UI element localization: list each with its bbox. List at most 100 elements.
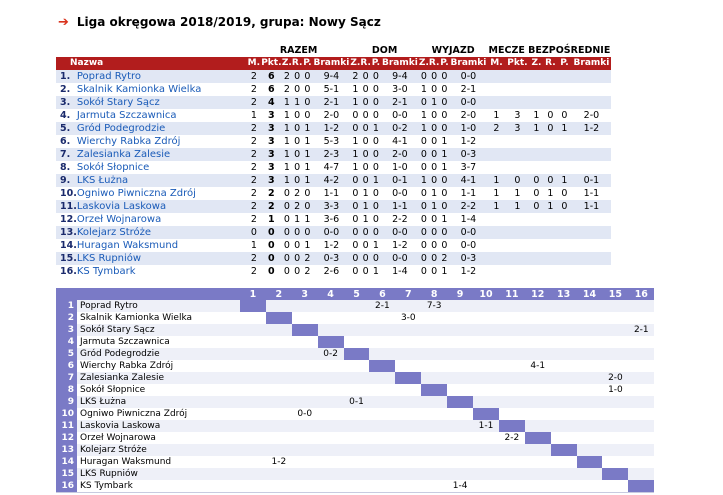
team-link[interactable]: Gród Podegrodzie	[76, 123, 166, 134]
grid-result-cell[interactable]: 1-4	[447, 480, 474, 492]
team-link[interactable]: KS Tymbark	[76, 266, 136, 277]
team-link[interactable]: Kolejarz Stróże	[76, 227, 152, 238]
grid-result-cell	[576, 384, 603, 396]
stat-r: 2	[291, 200, 303, 213]
col-wyj-bramki[interactable]: Bramki	[449, 57, 488, 70]
team-link[interactable]: Wierchy Rabka Zdrój	[76, 136, 181, 147]
grid-result-cell	[421, 408, 448, 420]
col-p[interactable]: P.	[302, 57, 313, 70]
grid-team-name: LKS Łużna	[77, 396, 240, 408]
grid-result-cell[interactable]: 1-0	[602, 384, 629, 396]
team-link[interactable]: LKS Łużna	[76, 175, 129, 186]
grid-result-cell[interactable]: 2-1	[628, 324, 655, 336]
grid-row: 6 Wierchy Rabka Zdrój 4-1	[56, 360, 655, 372]
grid-result-cell[interactable]: 0-0	[291, 408, 318, 420]
grid-row: 13 Kolejarz Stróże	[56, 444, 655, 456]
team-link[interactable]: Skalnik Kamionka Wielka	[76, 84, 202, 95]
col-wyj-r[interactable]: R.	[428, 57, 440, 70]
grid-result-cell	[628, 336, 655, 348]
grid-result-cell	[447, 348, 474, 360]
team-link[interactable]: Sokół Stary Sącz	[76, 97, 160, 108]
grid-result-cell[interactable]: 4-1	[524, 360, 551, 372]
grid-result-cell	[447, 324, 474, 336]
stat-r: 0	[291, 122, 303, 135]
grid-row: 12 Orzeł Wojnarowa 2-2	[56, 432, 655, 444]
grid-result-cell[interactable]: 1-2	[265, 456, 292, 468]
grid-result-cell	[602, 348, 629, 360]
col-b-bramki[interactable]: Bramki	[571, 57, 612, 70]
team-link[interactable]: Laskovia Laskowa	[76, 201, 167, 212]
stat-br	[543, 83, 558, 96]
grid-result-cell	[498, 396, 525, 408]
grid-team-name: Wierchy Rabka Zdrój	[77, 360, 240, 372]
col-b-p[interactable]: P.	[557, 57, 572, 70]
col-pkt[interactable]: Pkt.	[260, 57, 282, 70]
stat-bg	[571, 252, 612, 265]
team-link[interactable]: Huragan Waksmund	[76, 240, 179, 251]
stat-bg	[571, 70, 612, 83]
grid-result-cell	[317, 444, 344, 456]
grid-result-cell	[240, 384, 266, 396]
grid-result-cell	[550, 480, 577, 492]
grid-result-cell	[395, 468, 422, 480]
stat-bg: 1-2	[571, 122, 612, 135]
col-dom-z[interactable]: Z.	[350, 57, 361, 70]
stat-wr: 1	[428, 187, 440, 200]
grid-row-number: 13	[56, 444, 77, 456]
team-link[interactable]: Zalesianka Zalesie	[76, 149, 171, 160]
stat-r: 0	[291, 148, 303, 161]
team-link[interactable]: LKS Rupniów	[76, 253, 142, 264]
grid-result-cell[interactable]: 7-3	[421, 300, 448, 312]
grid-result-cell[interactable]: 2-2	[498, 432, 525, 444]
col-dom-r[interactable]: R.	[360, 57, 371, 70]
stat-br: 0	[543, 122, 558, 135]
grid-team-name: KS Tymbark	[77, 480, 240, 492]
grid-result-cell[interactable]: 0-2	[317, 348, 344, 360]
grid-result-cell[interactable]: 3-0	[395, 312, 422, 324]
team-link[interactable]: Jarmuta Szczawnica	[76, 110, 177, 121]
stat-wg: 1-4	[449, 213, 488, 226]
stat-br	[543, 265, 558, 278]
col-r[interactable]: R.	[291, 57, 303, 70]
stat-dp: 0	[370, 135, 381, 148]
team-link[interactable]: Ogniwo Piwniczna Zdrój	[76, 188, 196, 199]
col-b-z[interactable]: Z.	[529, 57, 544, 70]
col-b-pkt[interactable]: Pkt.	[505, 57, 530, 70]
grid-result-cell	[421, 456, 448, 468]
col-nazwa[interactable]: Nazwa	[56, 57, 247, 70]
col-wyj-z[interactable]: Z.	[418, 57, 429, 70]
team-link[interactable]: Sokół Słopnice	[76, 162, 150, 173]
grid-result-cell	[343, 420, 370, 432]
stat-wz: 0	[418, 226, 429, 239]
col-dom-p[interactable]: P.	[370, 57, 381, 70]
grid-result-cell	[473, 444, 499, 456]
grid-result-cell[interactable]: 2-1	[369, 300, 396, 312]
stat-dr: 0	[360, 109, 371, 122]
stat-dp: 0	[370, 161, 381, 174]
grid-result-cell[interactable]: 1-1	[473, 420, 499, 432]
grid-result-cell	[524, 348, 551, 360]
stat-wr: 1	[428, 200, 440, 213]
grid-row-number: 1	[56, 300, 77, 312]
col-z[interactable]: Z.	[281, 57, 292, 70]
team-link[interactable]: Poprad Rytro	[76, 71, 141, 82]
stat-p: 0	[302, 96, 313, 109]
col-wyj-p[interactable]: P.	[439, 57, 450, 70]
col-b-m[interactable]: M.	[487, 57, 506, 70]
stat-dr: 1	[360, 200, 371, 213]
grid-result-cell	[343, 456, 370, 468]
col-dom-bramki[interactable]: Bramki	[380, 57, 419, 70]
grid-result-cell[interactable]: 2-0	[602, 372, 629, 384]
grid-result-cell	[291, 480, 318, 492]
col-bramki[interactable]: Bramki	[312, 57, 351, 70]
grid-result-cell	[550, 408, 577, 420]
col-b-r[interactable]: R.	[543, 57, 558, 70]
grid-col-number: 1	[240, 288, 266, 300]
position: 16.	[56, 265, 77, 278]
col-m[interactable]: M.	[246, 57, 261, 70]
grid-result-cell	[240, 444, 266, 456]
stat-wz: 0	[418, 265, 429, 278]
stat-dr: 0	[360, 226, 371, 239]
team-link[interactable]: Orzeł Wojnarowa	[76, 214, 162, 225]
grid-result-cell[interactable]: 0-1	[343, 396, 370, 408]
